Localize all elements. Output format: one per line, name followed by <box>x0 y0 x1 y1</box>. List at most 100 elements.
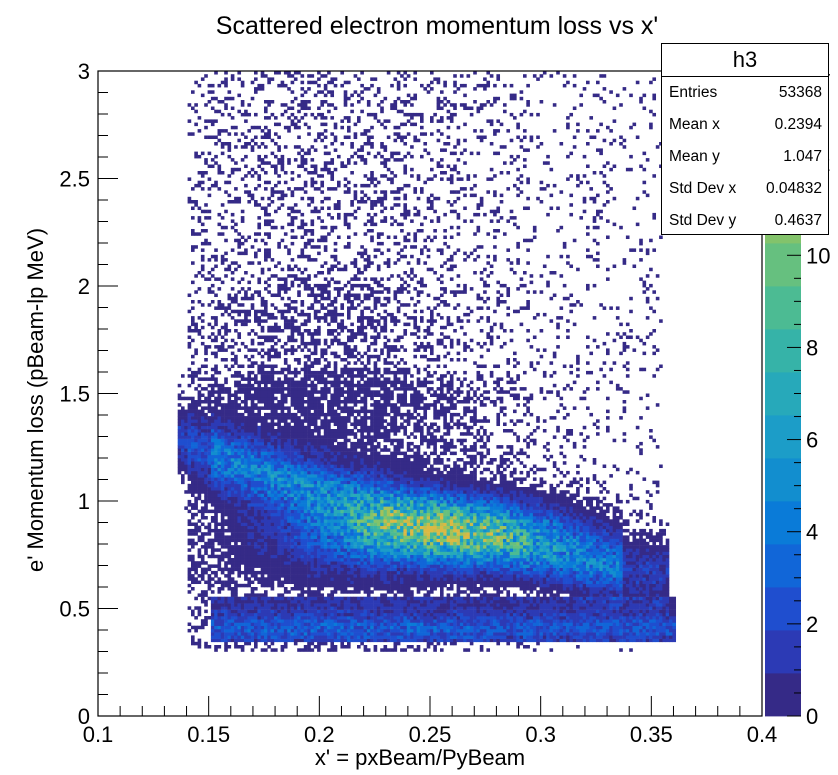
heatmap-cell <box>347 625 351 630</box>
heatmap-cell <box>290 561 295 565</box>
heatmap-cell <box>274 635 278 639</box>
heatmap-cell <box>227 467 232 472</box>
heatmap-cell <box>333 458 338 462</box>
heatmap-cell <box>270 419 275 423</box>
heatmap-cell <box>247 358 252 362</box>
heatmap-cell <box>234 390 238 394</box>
heatmap-cell <box>340 393 345 398</box>
heatmap-cell <box>257 177 262 181</box>
heatmap-cell <box>257 628 262 633</box>
heatmap-cell <box>267 393 271 398</box>
heatmap-cell <box>327 80 331 85</box>
heatmap-cell <box>247 525 252 530</box>
heatmap-cell <box>210 483 215 488</box>
heatmap-cell <box>317 238 321 243</box>
heatmap-cell <box>260 635 265 639</box>
heatmap-cell <box>300 616 305 620</box>
heatmap-cell <box>300 625 305 630</box>
heatmap-cell <box>293 300 298 304</box>
heatmap-cell <box>254 596 258 601</box>
heatmap-cell <box>257 432 262 436</box>
heatmap-cell <box>307 383 311 388</box>
heatmap-cell <box>197 480 202 485</box>
heatmap-cell <box>247 577 252 581</box>
heatmap-cell <box>327 187 331 191</box>
heatmap-cell <box>207 480 212 485</box>
heatmap-cell <box>267 387 271 391</box>
heatmap-cell <box>227 525 232 530</box>
heatmap-cell <box>307 545 311 549</box>
heatmap-cell <box>320 303 325 307</box>
heatmap-cell <box>337 183 341 188</box>
heatmap-cell <box>237 483 242 488</box>
heatmap-cell <box>330 616 335 620</box>
heatmap-cell <box>327 580 331 585</box>
heatmap-cell <box>224 448 228 452</box>
heatmap-cell <box>307 493 311 498</box>
heatmap-cell <box>250 612 255 617</box>
heatmap-cell <box>283 528 288 533</box>
heatmap-cell <box>270 451 275 456</box>
heatmap-cell <box>330 632 335 636</box>
heatmap-cell <box>264 635 268 639</box>
heatmap-cell <box>327 474 331 478</box>
heatmap-cell <box>260 609 265 614</box>
heatmap-cell <box>210 106 215 111</box>
heatmap-cell <box>254 374 258 378</box>
heatmap-cell <box>214 119 218 123</box>
heatmap-cell <box>297 441 301 446</box>
heatmap-cell <box>220 406 225 410</box>
heatmap-cell <box>214 470 218 475</box>
heatmap-cell <box>274 558 278 562</box>
heatmap-cell <box>283 567 288 572</box>
heatmap-cell <box>270 367 275 372</box>
heatmap-cell <box>337 622 341 627</box>
heatmap-cell <box>210 390 215 394</box>
heatmap-cell <box>327 554 331 559</box>
heatmap-cell <box>343 528 348 533</box>
heatmap-cell <box>323 261 328 265</box>
heatmap-cell <box>337 561 341 565</box>
heatmap-cell <box>250 541 255 546</box>
heatmap-cell <box>181 429 185 433</box>
heatmap-cell <box>297 345 301 349</box>
heatmap-cell <box>307 641 311 646</box>
heatmap-cell <box>333 354 338 359</box>
heatmap-cell <box>214 580 218 585</box>
heatmap-cell <box>287 522 291 527</box>
heatmap-cell <box>293 122 298 127</box>
heatmap-cell <box>194 641 198 646</box>
heatmap-cell <box>227 616 232 620</box>
heatmap-cell <box>267 574 271 578</box>
heatmap-cell <box>310 219 315 223</box>
heatmap-cell <box>187 177 192 181</box>
heatmap-cell <box>300 367 305 372</box>
heatmap-cell <box>257 416 262 420</box>
heatmap-cell <box>237 232 242 236</box>
heatmap-cell <box>313 258 318 262</box>
heatmap-cell <box>270 438 275 443</box>
heatmap-cell <box>300 612 305 617</box>
heatmap-cell <box>181 451 185 456</box>
heatmap-cell <box>270 219 275 223</box>
heatmap-cell <box>320 412 325 417</box>
heatmap-cell <box>270 499 275 504</box>
heatmap-cell <box>333 648 338 652</box>
heatmap-cell <box>280 329 285 333</box>
heatmap-cell <box>317 567 321 572</box>
heatmap-cell <box>330 638 335 643</box>
heatmap-cell <box>347 567 351 572</box>
heatmap-cell <box>264 535 268 539</box>
heatmap-cell <box>290 548 295 552</box>
heatmap-cell <box>277 580 281 585</box>
heatmap-cell <box>191 503 195 507</box>
heatmap-cell <box>290 112 295 117</box>
heatmap-cell <box>217 429 222 433</box>
heatmap-cell <box>267 374 271 378</box>
heatmap-cell <box>240 545 245 549</box>
heatmap-cell <box>230 519 235 523</box>
heatmap-cell <box>254 467 258 472</box>
heatmap-cell <box>307 474 311 478</box>
heatmap-cell <box>244 142 248 146</box>
heatmap-cell <box>250 496 255 501</box>
